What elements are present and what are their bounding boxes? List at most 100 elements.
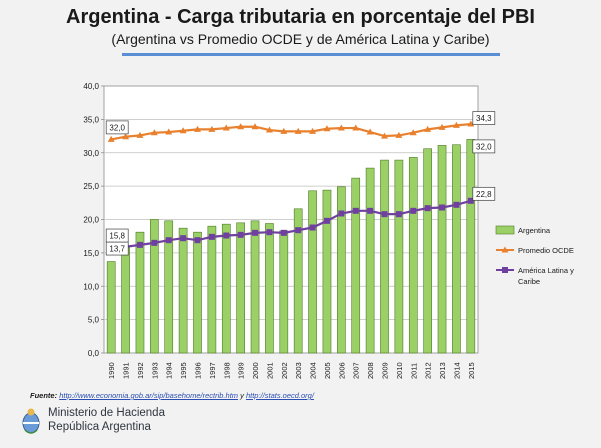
bar-argentina [466, 139, 476, 354]
point-oecd [309, 127, 317, 134]
point-latam [194, 237, 201, 244]
bar-argentina [150, 219, 159, 354]
bar-argentina [106, 261, 116, 354]
point-oecd [136, 131, 144, 138]
point-latam [266, 229, 273, 236]
source-prefix: Fuente: [30, 391, 58, 400]
bar-argentina [308, 190, 317, 354]
point-oecd [381, 132, 388, 139]
point-oecd [122, 133, 130, 140]
bar-argentina [207, 225, 217, 354]
footer-ministry-name: Ministerio de Hacienda [48, 407, 165, 419]
x-tick-label: 2008 [366, 362, 375, 379]
point-oecd [165, 128, 173, 135]
bar-argentina [236, 222, 245, 354]
x-tick-label: 2012 [424, 362, 433, 379]
data-label-box [105, 228, 129, 243]
point-oecd [208, 125, 216, 132]
point-oecd [280, 127, 288, 134]
bar-argentina [121, 245, 130, 354]
y-tick-label: 15,0 [83, 249, 99, 258]
bar-argentina [351, 177, 361, 354]
bar-argentina [135, 231, 145, 354]
bar-argentina [250, 220, 260, 354]
x-tick-label: 2007 [352, 362, 361, 379]
bar-argentina [322, 189, 332, 354]
legend-label: América Latina y [518, 266, 574, 275]
y-tick-label: 25,0 [83, 182, 99, 191]
y-tick-label: 35,0 [83, 115, 99, 124]
point-latam [453, 201, 460, 208]
point-oecd [294, 127, 302, 134]
data-label-box [472, 139, 496, 154]
y-tick-label: 5,0 [88, 316, 100, 325]
bar-argentina [178, 227, 188, 354]
point-latam [180, 235, 187, 242]
slide-title: Argentina - Carga tributaria en porcenta… [66, 6, 535, 28]
bar-argentina [279, 230, 289, 354]
point-oecd [452, 121, 460, 128]
y-tick-label: 40,0 [83, 82, 99, 91]
data-label: 13,7 [109, 245, 125, 254]
x-tick-label: 2009 [381, 362, 390, 379]
data-label-box [472, 111, 496, 125]
point-oecd [251, 123, 259, 130]
data-label: 22,8 [476, 190, 492, 199]
point-latam [338, 210, 345, 217]
point-latam [252, 229, 259, 236]
source-link-economia[interactable]: http://www.economia.gob.ar/sip/basehome/… [59, 391, 239, 400]
point-oecd [222, 124, 230, 131]
x-tick-label: 2006 [337, 362, 346, 379]
x-tick-label: 1994 [165, 362, 174, 379]
point-latam [367, 207, 374, 214]
bar-argentina [193, 231, 202, 354]
x-tick-label: 1998 [222, 362, 231, 379]
line-oecd [110, 122, 471, 141]
bar-argentina [408, 157, 418, 354]
coat-of-arms-icon [22, 408, 40, 434]
point-latam [309, 224, 316, 231]
x-tick-label: 1993 [150, 362, 159, 379]
x-tick-label: 1991 [122, 362, 131, 379]
title-underline [122, 53, 500, 56]
footer-country-name: República Argentina [48, 421, 151, 433]
point-oecd [352, 124, 360, 131]
legend-label: Argentina [518, 226, 551, 235]
point-latam [381, 211, 388, 218]
point-latam [323, 217, 330, 224]
point-oecd [438, 123, 446, 130]
x-tick-label: 2011 [409, 363, 418, 379]
point-oecd [323, 125, 331, 132]
point-latam [295, 227, 302, 234]
x-tick-label: 1992 [136, 362, 145, 379]
x-tick-label: 2015 [467, 362, 476, 379]
point-oecd [424, 125, 432, 132]
point-latam [223, 232, 230, 239]
x-tick-label: 2001 [265, 362, 274, 379]
point-oecd [366, 128, 374, 135]
x-tick-label: 2005 [323, 362, 332, 379]
legend-label: Promedio OCDE [518, 246, 574, 255]
point-latam [352, 207, 359, 214]
bar-argentina [394, 159, 404, 354]
bar-argentina [365, 167, 375, 354]
data-label: 32,0 [109, 123, 125, 132]
x-tick-label: 2013 [438, 362, 447, 379]
bar-argentina [221, 223, 231, 354]
x-tick-label: 2003 [294, 362, 303, 379]
source-link-oecd[interactable]: http://stats.oecd.org/ [245, 391, 314, 400]
x-tick-label: 1997 [208, 362, 217, 379]
point-latam [165, 237, 172, 244]
point-latam [467, 197, 474, 204]
point-latam [136, 241, 143, 248]
point-oecd [409, 129, 417, 136]
data-label: 32,0 [476, 142, 492, 151]
y-tick-label: 30,0 [83, 149, 99, 158]
y-tick-label: 10,0 [83, 282, 99, 291]
y-tick-label: 20,0 [83, 216, 99, 225]
bar-argentina [265, 223, 274, 354]
x-tick-label: 1996 [194, 362, 203, 379]
point-latam [237, 231, 244, 238]
bar-argentina [164, 220, 174, 354]
